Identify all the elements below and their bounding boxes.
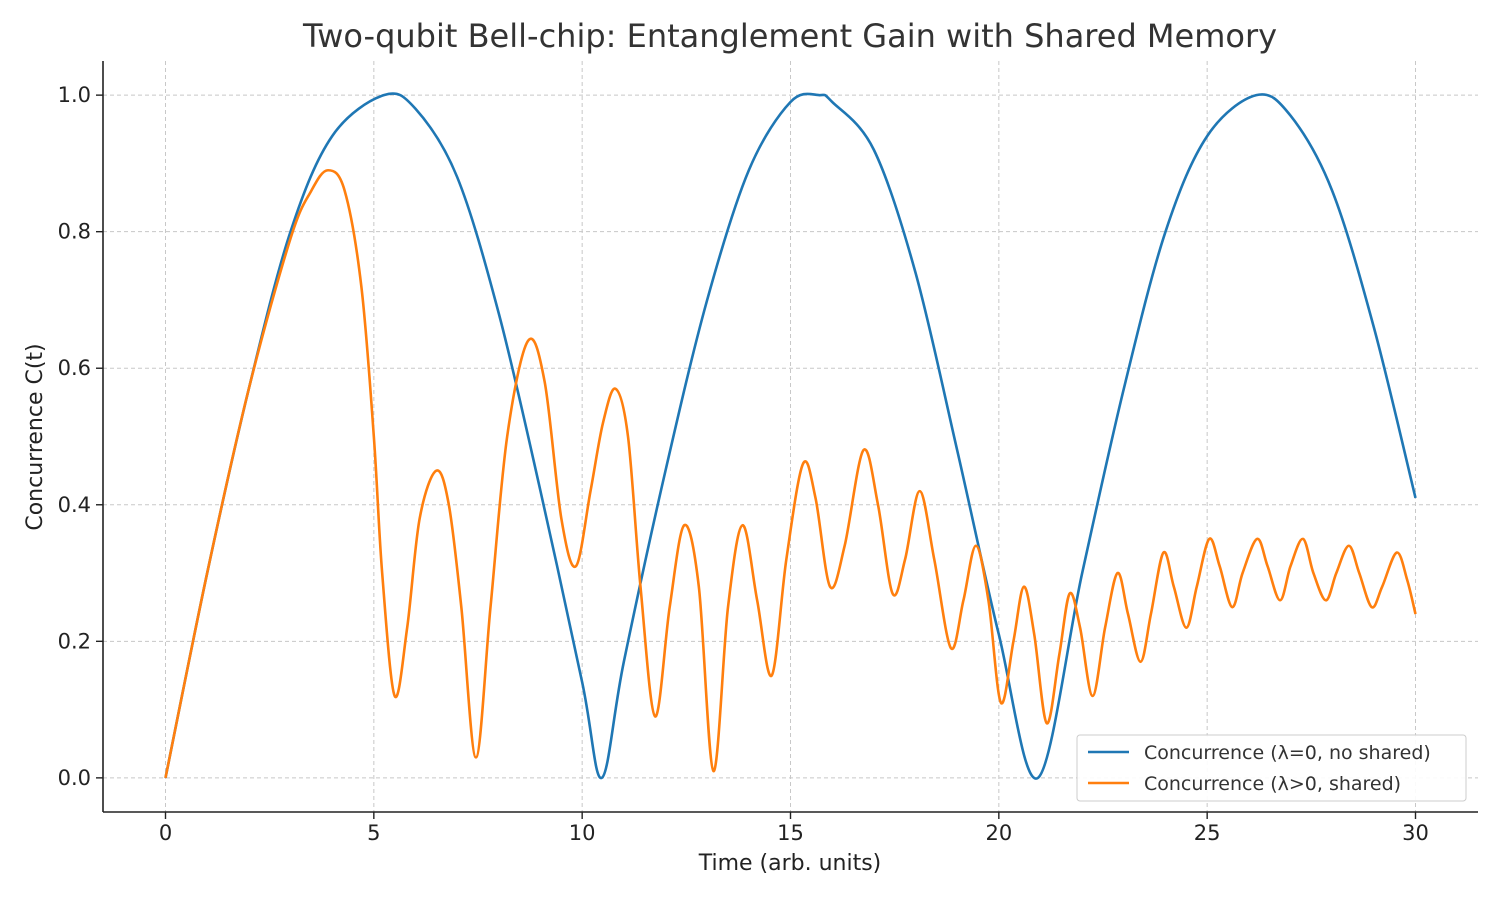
axes-layer: 0 5 10 15 20 25 30 0.0 0.2 0.4 0.6 0.8 1.0 [58,61,1478,845]
grid-layer [103,61,1478,812]
y-tick-label: 0.2 [58,629,91,653]
x-axis-label: Time (arb. units) [698,851,882,876]
x-tick-label: 25 [1194,821,1221,845]
x-tick-label: 20 [985,821,1012,845]
legend-box [1076,734,1467,802]
x-tick-label: 5 [367,821,380,845]
x-tick-label: 10 [569,821,596,845]
x-tick-label: 30 [1402,821,1429,845]
y-axis-label: Concurrence C(t) [23,343,48,530]
legend-label-2: Concurrence (λ>0, shared) [1144,773,1401,795]
x-tick-label: 0 [159,821,172,845]
series-layer [164,92,1417,780]
y-tick-label: 0.4 [58,493,91,517]
y-tick-label: 0.6 [58,356,91,380]
series-line-1 [164,92,1417,780]
y-tick-label: 0.0 [58,766,91,790]
y-tick-label: 0.8 [58,220,91,244]
chart-title: Two-qubit Bell-chip: Entanglement Gain w… [302,17,1277,55]
x-tick-label: 15 [777,821,804,845]
y-tick-label: 1.0 [58,83,91,107]
legend-label-1: Concurrence (λ=0, no shared) [1144,742,1431,764]
legend: Concurrence (λ=0, no shared) Concurrence … [1076,734,1467,802]
series-line-2 [164,168,1417,779]
